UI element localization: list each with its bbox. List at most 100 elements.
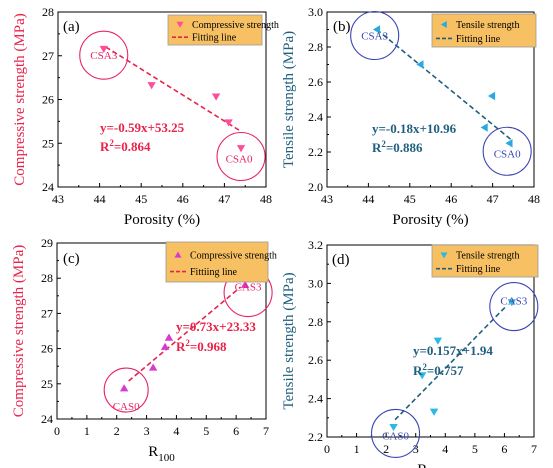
y-tick-label: 28	[42, 5, 54, 19]
x-tick-label: 43	[52, 192, 64, 206]
panel-letter: (d)	[332, 252, 350, 268]
data-point	[224, 119, 233, 127]
data-point	[416, 60, 424, 69]
fit-equation: y=0.157x+1.94	[413, 343, 493, 358]
fitting-line	[128, 286, 242, 382]
legend-marker	[440, 252, 448, 259]
x-axis-label: R100	[148, 444, 175, 464]
y-tick-label: 26	[42, 93, 54, 107]
sample-label: CSA0	[494, 148, 521, 160]
sample-circle	[482, 126, 532, 176]
legend: Tensile strength Fitting line	[431, 13, 537, 48]
x-tick-label: 0	[54, 424, 60, 438]
y-tick-label: 24	[41, 412, 53, 426]
fit-equation: y=-0.59x+53.25	[100, 120, 185, 135]
data-point	[240, 280, 250, 288]
y-tick-label: 2.6	[308, 353, 323, 367]
data-point	[433, 337, 443, 345]
data-point	[148, 363, 158, 371]
y-tick-label: 26	[41, 342, 53, 356]
y-tick-label: 24	[42, 180, 54, 194]
x-tick-label: 7	[263, 424, 269, 438]
data-point	[236, 145, 246, 153]
r-squared: R2=0.757	[413, 362, 464, 378]
x-tick-label: 47	[487, 192, 499, 206]
sample-label: CAS3	[235, 282, 262, 294]
sample-circle	[79, 30, 129, 80]
fitting-line	[105, 46, 240, 131]
x-tick-label: 46	[177, 192, 189, 206]
x-tick-label: 6	[233, 424, 239, 438]
x-tick-label: 5	[203, 424, 209, 438]
legend-line-label: Fitting line	[456, 34, 501, 45]
fitting-line	[376, 28, 512, 141]
y-tick-label: 3.0	[308, 276, 323, 290]
y-tick-label: 2.0	[308, 180, 323, 194]
sample-label: CAS0	[382, 430, 409, 442]
panel-letter: (b)	[333, 19, 351, 35]
x-tick-label: 45	[404, 192, 416, 206]
y-tick-label: 2.8	[308, 315, 323, 329]
y-tick-label: 2.4	[308, 110, 323, 124]
y-tick-label: 3.0	[308, 5, 323, 19]
sample-circle	[370, 408, 421, 458]
y-axis-label: Tensile strength (MPa)	[281, 272, 297, 409]
y-tick-label: 2.2	[308, 430, 323, 444]
y-tick-label: 3.2	[308, 238, 323, 252]
x-tick-label: 1	[354, 442, 360, 456]
sample-label: CSA0	[226, 154, 253, 166]
y-tick-label: 2.6	[308, 75, 323, 89]
panel-a: 43 44 45 46 47 48 24 25 26 27 28 Compressive streng…	[12, 5, 279, 228]
fit-equation: y=0.73x+23.33	[176, 319, 256, 334]
x-tick-label: 2	[114, 424, 120, 438]
data-point	[211, 93, 221, 101]
sample-label: CSA3	[90, 50, 117, 62]
data-point	[505, 139, 513, 148]
x-axis-label: R100	[417, 462, 444, 468]
data-point	[429, 408, 439, 416]
y-tick-label: 25	[42, 136, 54, 150]
data-point	[480, 123, 488, 132]
x-tick-label: 7	[531, 442, 537, 456]
x-tick-label: 3	[413, 442, 419, 456]
x-axis-label: Porosity (%)	[124, 212, 200, 228]
legend-marker-label: Compressive strength	[192, 20, 279, 31]
r-squared: R2=0.864	[100, 138, 151, 154]
data-point	[389, 424, 398, 432]
y-tick-label: 25	[41, 377, 53, 391]
fit-equation: y=-0.18x+10.96	[372, 121, 457, 136]
x-tick-label: 6	[501, 442, 507, 456]
data-point	[160, 342, 170, 350]
legend-line-label: Fittiing line	[190, 267, 238, 278]
x-tick-label: 45	[135, 192, 147, 206]
y-tick-label: 27	[42, 49, 54, 63]
panel-c: 0 1 2 3 4 5 6 7 24 25 26 27 28 29 Compressive strength…	[11, 236, 277, 464]
data-point	[147, 82, 156, 90]
r-squared: R2=0.968	[176, 338, 227, 354]
legend-marker-label: Tensile strength	[456, 20, 519, 31]
sample-circle	[489, 282, 539, 332]
legend-marker	[174, 251, 182, 258]
x-tick-label: 43	[321, 192, 333, 206]
legend-box	[431, 244, 539, 278]
x-axis-label: Porosity (%)	[392, 212, 468, 228]
x-tick-label: 5	[472, 442, 478, 456]
legend: Tensile strength Fitting line	[431, 244, 539, 278]
x-tick-label: 44	[362, 192, 374, 206]
legend: Compressive strength Fittiing line	[165, 241, 277, 283]
y-tick-label: 2.2	[308, 145, 323, 159]
data-point	[119, 384, 129, 392]
data-point	[418, 372, 427, 380]
sample-circle	[350, 10, 400, 61]
y-tick-label: 28	[41, 271, 53, 285]
panel-letter: (a)	[63, 19, 80, 35]
legend-box	[165, 241, 269, 283]
panel-b: 43 44 45 46 47 48 2.0 2.2 2.4 2.6 2.8 3.0 Tensile st…	[281, 5, 540, 228]
legend-line-label: Fitting line	[456, 264, 501, 275]
sample-circle	[216, 131, 266, 182]
legend-box	[431, 13, 537, 48]
x-tick-label: 0	[324, 442, 330, 456]
sample-circle	[103, 367, 149, 413]
legend-marker	[176, 21, 184, 28]
